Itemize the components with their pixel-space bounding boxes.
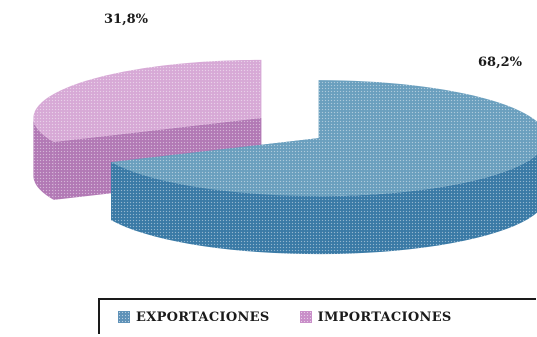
legend-label-exportaciones: EXPORTACIONES [136, 309, 270, 325]
slice-importaciones-outer-side-texture-0 [33, 117, 54, 200]
legend-label-importaciones: IMPORTACIONES [317, 309, 452, 325]
slice-exportaciones-outer-side-texture-0 [111, 154, 537, 255]
legend-item-exportaciones: EXPORTACIONES [118, 310, 270, 325]
pie-slices [33, 59, 537, 255]
data-label-exportaciones: 68,2% [478, 55, 523, 70]
legend-swatch-exportaciones [118, 311, 130, 323]
slice-importaciones-top-texture [33, 59, 262, 142]
chart-legend: EXPORTACIONES IMPORTACIONES [98, 298, 536, 334]
legend-swatch-importaciones [299, 311, 312, 323]
data-label-importaciones: 31,8% [104, 12, 149, 27]
slice-exportaciones-top-texture [111, 80, 537, 197]
legend-item-importaciones: IMPORTACIONES [299, 309, 452, 325]
